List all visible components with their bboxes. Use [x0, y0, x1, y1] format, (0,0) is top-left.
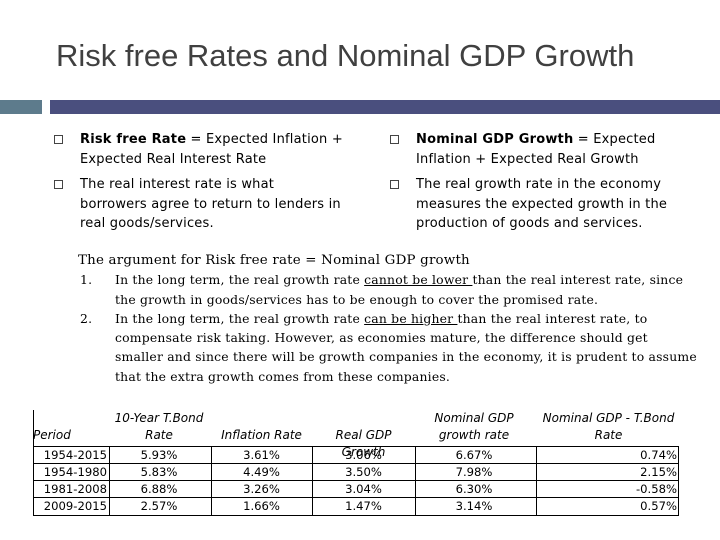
bullet-text: = Expected Inflation + Expected Real Int… — [80, 132, 343, 167]
bullet-bold-term: Risk free Rate — [80, 132, 187, 147]
bullet-text: The real interest rate is what borrowers… — [80, 177, 341, 231]
cell-diff: 2.15% — [640, 465, 677, 479]
table-gridline — [33, 497, 679, 498]
item-text-pre: In the long term, the real growth rate — [115, 310, 365, 326]
square-bullet-icon — [390, 135, 399, 144]
bullet-item: Risk free Rate = Expected Inflation + Ex… — [54, 130, 344, 169]
cell-period: 1981-2008 — [43, 482, 107, 496]
header-diff-line2: Rate — [594, 428, 623, 442]
square-bullet-icon — [390, 180, 399, 189]
cell-real-gdp: 3.50% — [345, 465, 382, 479]
header-diff-line1: Nominal GDP - T.Bond — [542, 411, 675, 425]
cell-real-gdp: 3.04% — [345, 482, 382, 496]
argument-block: The argument for Risk free rate = Nomina… — [78, 251, 698, 386]
square-bullet-icon — [54, 180, 63, 189]
cell-nominal: 6.30% — [455, 482, 493, 496]
item-text-pre: In the long term, the real growth rate — [115, 272, 365, 288]
cell-inflation: 4.49% — [243, 465, 280, 479]
table-border — [33, 515, 679, 516]
cell-period: 1954-2015 — [43, 448, 107, 462]
cell-tbond: 6.88% — [140, 482, 178, 496]
cell-tbond: 2.57% — [140, 499, 178, 513]
header-period: Period — [33, 428, 71, 442]
square-bullet-icon — [54, 135, 63, 144]
slide-title: Risk free Rates and Nominal GDP Growth — [56, 38, 635, 73]
cell-inflation: 3.26% — [243, 482, 280, 496]
bullet-item: The real growth rate in the economy meas… — [390, 175, 700, 234]
table-gridline — [211, 446, 212, 516]
cell-period: 1954-1980 — [43, 465, 107, 479]
table-header-rule — [33, 446, 679, 447]
cell-period: 2009-2015 — [43, 499, 107, 513]
cell-real-gdp: 3.06% — [345, 448, 382, 462]
bullet-bold-term: Nominal GDP Growth — [416, 132, 574, 147]
cell-real-gdp: 1.47% — [345, 499, 382, 513]
cell-inflation: 1.66% — [243, 499, 280, 513]
bullet-text: The real growth rate in the economy meas… — [416, 177, 668, 231]
cell-tbond: 5.83% — [140, 465, 178, 479]
table-gridline — [33, 480, 679, 481]
header-tbond-line1: 10-Year T.Bond — [114, 411, 204, 425]
header-inflation: Inflation Rate — [221, 428, 302, 442]
cell-diff: -0.58% — [635, 482, 677, 496]
argument-heading: The argument for Risk free rate = Nomina… — [78, 253, 470, 268]
table-row: 1981-2008 6.88% 3.26% 3.04% 6.30% -0.58% — [33, 481, 679, 498]
item-text-underlined: can be higher — [364, 310, 458, 326]
argument-item: 1. In the long term, the real growth rat… — [78, 270, 698, 309]
accent-bar-left — [0, 100, 42, 114]
bullet-item: Nominal GDP Growth = Expected Inflation … — [390, 130, 700, 169]
item-text-post: than the real interest rate, to compensa… — [115, 310, 697, 384]
bullet-item: The real interest rate is what borrowers… — [54, 175, 344, 234]
accent-bar-right — [50, 100, 720, 114]
table-border — [678, 446, 679, 516]
bullet-text: = Expected Inflation + Expected Real Gro… — [416, 132, 656, 167]
rates-table: Period 10-Year T.Bond Rate Inflation Rat… — [33, 410, 679, 516]
cell-diff: 0.74% — [640, 448, 677, 462]
table-gridline — [109, 446, 110, 516]
left-bullet-column: Risk free Rate = Expected Inflation + Ex… — [54, 130, 344, 240]
item-text-underlined: cannot be lower — [364, 272, 473, 288]
header-nominal-line2: growth rate — [438, 428, 510, 442]
table-row: 1954-1980 5.83% 4.49% 3.50% 7.98% 2.15% — [33, 464, 679, 481]
item-number: 2. — [80, 310, 93, 326]
argument-item: 2. In the long term, the real growth rat… — [78, 309, 698, 386]
header-tbond-line2: Rate — [145, 428, 173, 442]
cell-nominal: 3.14% — [455, 499, 493, 513]
item-number: 1. — [80, 272, 93, 288]
table-gridline — [415, 446, 416, 516]
table-gridline — [536, 446, 537, 516]
header-nominal-line1: Nominal GDP — [434, 411, 514, 425]
cell-nominal: 6.67% — [455, 448, 493, 462]
table-gridline — [33, 463, 679, 464]
cell-tbond: 5.93% — [140, 448, 178, 462]
cell-nominal: 7.98% — [455, 465, 493, 479]
item-text-post: than the real interest rate, since the g… — [115, 272, 684, 307]
table-row: 2009-2015 2.57% 1.66% 1.47% 3.14% 0.57% — [33, 498, 679, 515]
cell-inflation: 3.61% — [243, 448, 280, 462]
cell-diff: 0.57% — [640, 499, 677, 513]
header-real-gdp: Real GDP Growth — [335, 428, 392, 459]
table-row: 1954-2015 5.93% 3.61% 3.06% 6.67% 0.74% — [33, 447, 679, 464]
table-gridline — [312, 446, 313, 516]
right-bullet-column: Nominal GDP Growth = Expected Inflation … — [390, 130, 700, 240]
